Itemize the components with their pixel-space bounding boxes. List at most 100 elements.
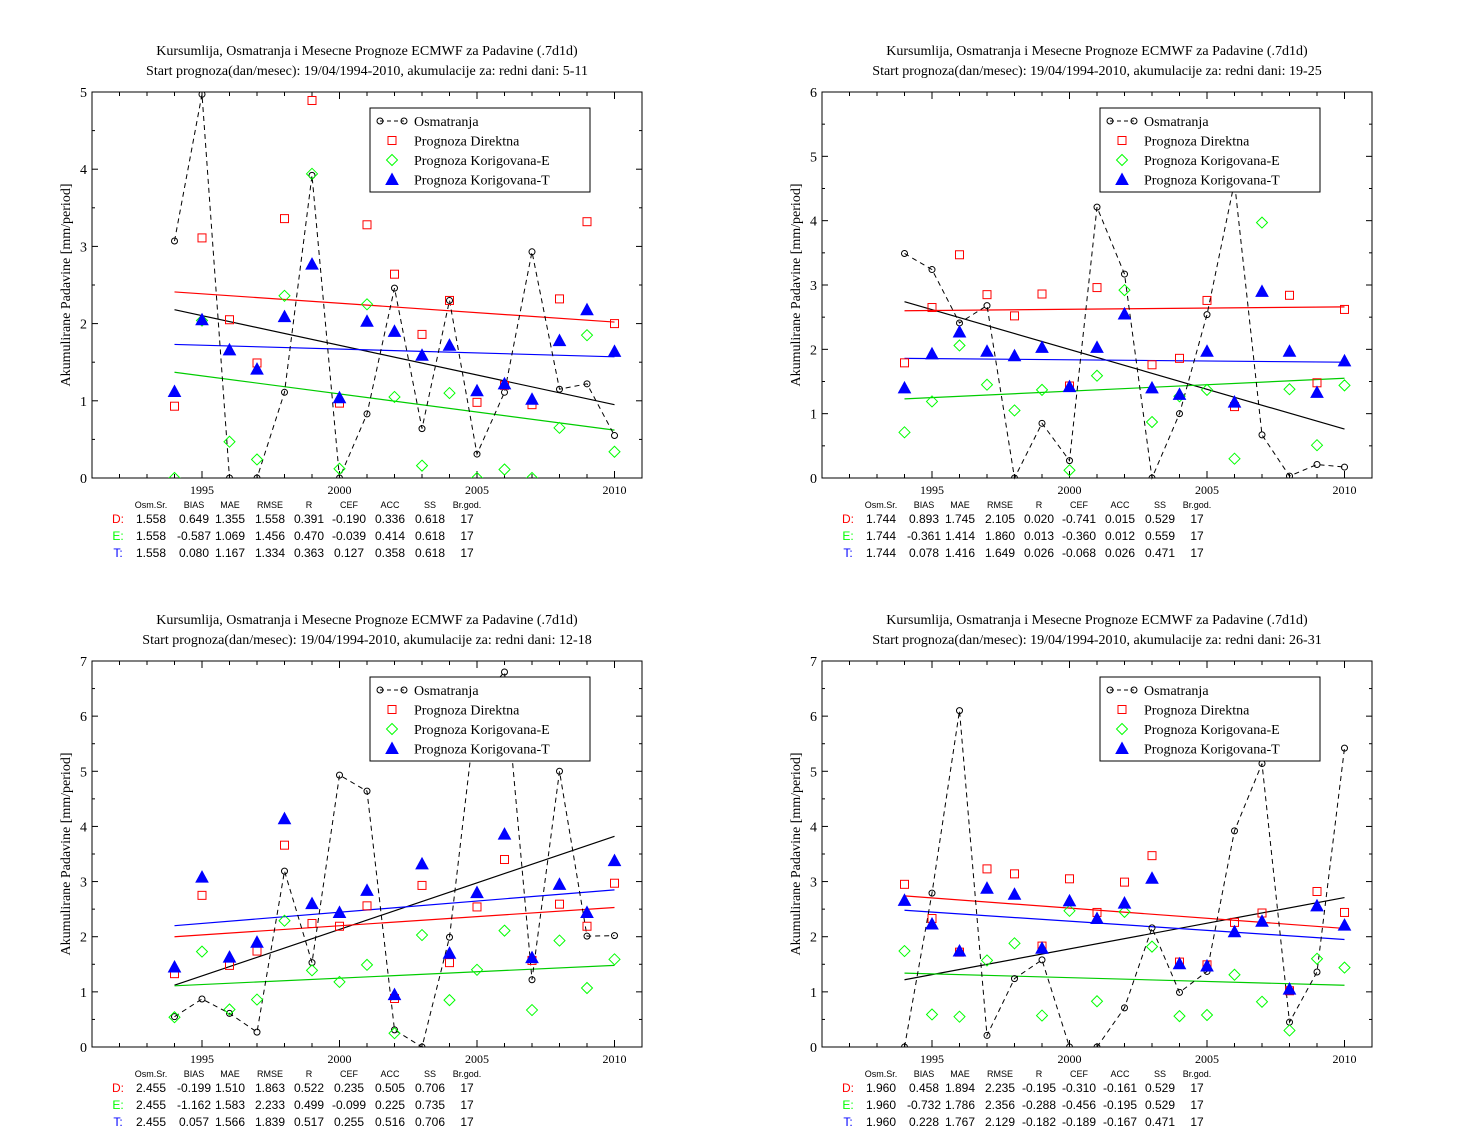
- x-tick-label: 2000: [328, 1052, 352, 1066]
- data-point-obs: [583, 932, 591, 940]
- data-point-corr_e: [443, 993, 456, 1007]
- stats-cell: 17: [1190, 1098, 1204, 1112]
- stats-cell: 1.558: [136, 546, 166, 560]
- data-point-corr_t: [607, 853, 622, 867]
- data-point-corr_t: [1255, 284, 1269, 297]
- stats-cell: -0.288: [1022, 1098, 1056, 1112]
- data-point-obs: [1066, 1043, 1073, 1047]
- stats-cell: 0.127: [334, 546, 364, 560]
- data-point-corr_e: [1145, 940, 1159, 953]
- data-point-corr_e: [360, 958, 374, 972]
- x-tick-label: 2005: [1195, 1052, 1219, 1066]
- stats-cell: 0.618: [415, 546, 445, 560]
- legend-marker: [400, 117, 408, 125]
- data-point-obs: [198, 995, 206, 1003]
- stats-cell: 2.455: [136, 1098, 166, 1112]
- data-point-obs: [363, 787, 371, 795]
- data-point-corr_t: [897, 893, 912, 906]
- data-point-obs: [171, 1013, 178, 1021]
- stats-header-cell: Osm.Sr.: [865, 1069, 898, 1079]
- trend-line-2: [174, 291, 615, 323]
- data-point-corr_e: [608, 953, 621, 966]
- stats-cell: 17: [1190, 546, 1204, 560]
- trend-line-2: [174, 906, 615, 938]
- stats-cell: 0.026: [1105, 546, 1135, 560]
- stats-cell: -0.587: [177, 529, 211, 543]
- data-point-obs: [611, 932, 618, 940]
- data-point-obs: [983, 302, 991, 310]
- stats-header-cell: R: [1036, 500, 1043, 510]
- x-tick-label: 2010: [603, 483, 627, 497]
- legend-marker: [1130, 117, 1138, 125]
- stats-cell: 0.618: [415, 512, 445, 526]
- data-point-corr_e: [388, 1027, 401, 1040]
- legend-label: Prognoza Korigovana-E: [1144, 154, 1280, 169]
- data-point-obs: [446, 933, 453, 941]
- data-point-corr_t: [1007, 887, 1022, 900]
- stats-cell: 0.893: [909, 512, 939, 526]
- data-point-corr_e: [1338, 961, 1351, 974]
- y-tick-label: 4: [810, 820, 817, 835]
- data-point-obs: [1231, 827, 1238, 835]
- y-tick-label: 4: [80, 163, 87, 178]
- chart-subtitle: Start prognoza(dan/mesec): 19/04/1994-20…: [146, 64, 588, 79]
- legend-marker: [385, 741, 399, 754]
- stats-cell: 0.471: [1145, 546, 1175, 560]
- stats-header-cell: CEF: [340, 1069, 359, 1079]
- data-point-corr_t: [1310, 385, 1324, 398]
- data-point-corr_t: [387, 987, 402, 1001]
- stats-cell: 0.516: [375, 1115, 405, 1129]
- data-point-corr_t: [1227, 924, 1242, 938]
- data-point-corr_e: [415, 928, 429, 942]
- data-point-corr_t: [580, 905, 594, 918]
- data-point-direct: [1147, 851, 1157, 861]
- data-point-corr_e: [195, 945, 209, 958]
- stats-cell: 1.558: [255, 512, 285, 526]
- stats-cell: 0.529: [1145, 512, 1175, 526]
- stats-cell: -1.162: [177, 1098, 211, 1112]
- data-point-direct: [900, 879, 909, 889]
- data-point-corr_t: [1145, 380, 1159, 394]
- data-point-direct: [1065, 874, 1074, 884]
- data-point-corr_t: [222, 950, 237, 963]
- y-tick-label: 0: [810, 1041, 817, 1056]
- chart-title: Kursumlija, Osmatranja i Mesecne Prognoz…: [156, 44, 578, 59]
- data-point-corr_e: [1035, 1009, 1049, 1022]
- y-tick-label: 0: [810, 472, 817, 487]
- data-point-corr_e: [608, 445, 621, 458]
- data-point-corr_t: [415, 856, 429, 870]
- stats-cell: 0.471: [1145, 1115, 1175, 1129]
- data-point-corr_e: [553, 421, 566, 435]
- legend-marker: [376, 117, 384, 125]
- stats-cell: 1.510: [215, 1081, 245, 1095]
- trend-line-3: [174, 371, 615, 431]
- stats-cell: 1.745: [945, 512, 975, 526]
- legend-label: Prognoza Korigovana-T: [414, 743, 550, 758]
- data-point-corr_e: [305, 167, 319, 181]
- stats-header-cell: CEF: [1070, 1069, 1089, 1079]
- data-point-direct: [1175, 353, 1184, 363]
- legend-marker: [1106, 117, 1114, 125]
- stats-cell: 1.786: [945, 1098, 975, 1112]
- y-tick-label: 1: [80, 395, 87, 410]
- data-point-corr_e: [1228, 452, 1241, 465]
- data-point-corr_t: [897, 380, 912, 394]
- data-point-obs: [226, 1009, 233, 1017]
- data-point-direct: [280, 214, 289, 224]
- stats-row-label: T:: [113, 546, 122, 560]
- y-tick-label: 7: [810, 655, 817, 670]
- legend-label: Osmatranja: [1144, 115, 1209, 130]
- stats-cell: 2.455: [136, 1115, 166, 1129]
- data-point-corr_e: [953, 1010, 966, 1023]
- y-tick-label: 5: [80, 86, 87, 101]
- data-point-corr_t: [1200, 958, 1214, 972]
- data-point-corr_t: [1172, 956, 1187, 970]
- data-point-corr_e: [980, 954, 994, 967]
- data-point-corr_e: [953, 339, 966, 352]
- data-point-obs: [391, 1026, 398, 1034]
- data-point-corr_t: [360, 883, 374, 896]
- x-tick-label: 2000: [1058, 1052, 1082, 1066]
- stats-row-label: E:: [112, 1098, 123, 1112]
- data-point-corr_t: [250, 935, 264, 948]
- stats-cell: 2.105: [985, 512, 1015, 526]
